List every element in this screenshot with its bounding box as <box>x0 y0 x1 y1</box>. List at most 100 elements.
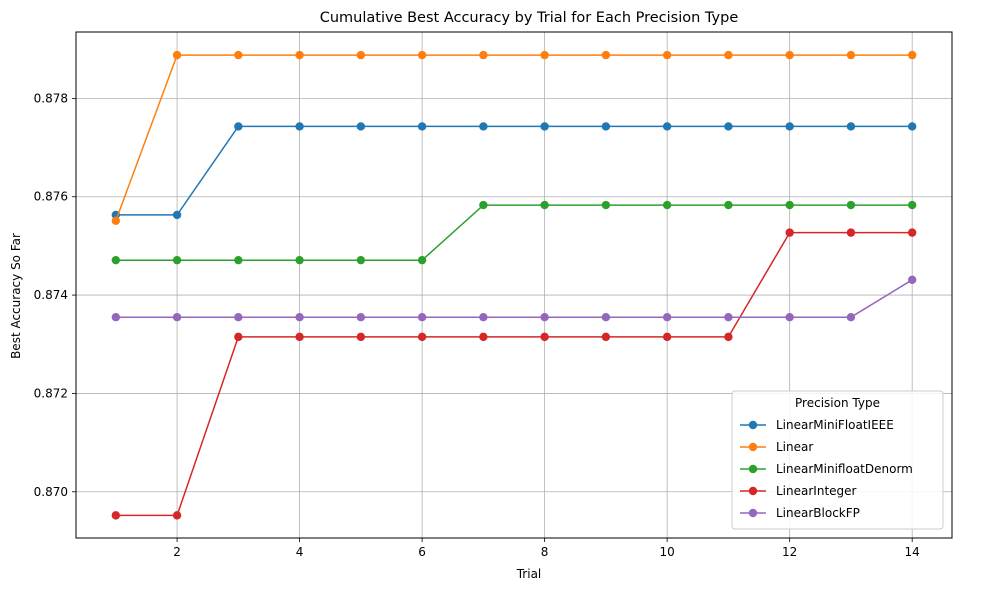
data-point <box>479 50 488 60</box>
x-tick-label: 10 <box>660 545 675 559</box>
y-tick-label: 0.878 <box>34 91 68 105</box>
legend-swatch-marker <box>748 420 758 430</box>
legend-item: LinearMinifloatDenorm <box>740 462 913 476</box>
data-point <box>785 200 794 210</box>
data-point <box>785 313 794 322</box>
x-tick-label: 14 <box>905 545 920 559</box>
data-point <box>785 228 794 237</box>
x-axis-label: Trial <box>516 567 542 581</box>
x-tick-label: 12 <box>782 545 797 559</box>
legend-item: Linear <box>740 440 813 454</box>
legend-item: LinearInteger <box>740 484 857 498</box>
data-point <box>295 313 304 322</box>
legend-swatch-marker <box>748 464 758 474</box>
data-point <box>601 313 611 322</box>
data-point <box>662 200 672 210</box>
data-point <box>417 50 427 60</box>
legend-title: Precision Type <box>795 396 880 410</box>
series-line <box>115 231 913 517</box>
data-point <box>172 210 182 220</box>
axis-ticks: 2 4 6 8 10 12 14 0.870 0.872 0.874 0.876 0.878 <box>34 91 920 559</box>
data-point <box>479 332 488 342</box>
data-point <box>662 332 672 342</box>
legend-swatch-marker <box>748 508 758 518</box>
data-point <box>356 50 366 60</box>
data-point <box>234 332 243 342</box>
data-point <box>479 200 488 210</box>
data-point <box>172 511 182 520</box>
legend-item: LinearBlockFP <box>740 506 860 520</box>
series-LinearMiniFloatIEEE <box>111 122 917 220</box>
data-point <box>662 122 672 131</box>
data-point <box>111 216 121 226</box>
data-point <box>846 200 856 210</box>
data-point <box>724 50 733 60</box>
series-line <box>115 279 913 318</box>
data-point <box>234 50 243 60</box>
data-point <box>417 313 427 322</box>
data-point <box>907 50 917 60</box>
legend-box <box>731 390 944 530</box>
legend-label: LinearMinifloatDenorm <box>776 462 913 476</box>
x-tick-label: 4 <box>296 545 304 559</box>
legend-swatch-marker <box>748 442 758 452</box>
data-point <box>234 255 243 265</box>
data-point <box>662 313 672 322</box>
data-point <box>356 313 366 322</box>
legend-label: Linear <box>776 440 813 454</box>
series-line <box>115 204 913 261</box>
series-LinearBlockFP <box>111 275 917 322</box>
data-point <box>356 332 366 342</box>
data-point <box>907 228 917 237</box>
data-point <box>295 332 304 342</box>
data-point <box>295 50 304 60</box>
y-tick-label: 0.872 <box>34 386 68 400</box>
data-point <box>907 275 917 285</box>
data-point <box>724 332 733 342</box>
data-point <box>785 122 794 131</box>
data-point <box>111 255 121 265</box>
data-point <box>601 332 611 342</box>
legend-label: LinearInteger <box>776 484 857 498</box>
data-point <box>172 313 182 322</box>
series-line <box>115 54 913 222</box>
data-point <box>356 255 366 265</box>
data-point <box>417 122 427 131</box>
x-tick-label: 6 <box>418 545 426 559</box>
data-point <box>172 255 182 265</box>
data-point <box>907 200 917 210</box>
series-LinearMinifloatDenorm <box>111 200 917 265</box>
data-point <box>234 313 243 322</box>
data-point <box>172 50 182 60</box>
series-line <box>115 125 913 216</box>
data-point <box>846 228 856 237</box>
legend: Precision Type LinearMiniFloatIEEE Linear L… <box>731 390 944 530</box>
data-point <box>540 122 549 131</box>
series-LinearInteger <box>111 228 917 520</box>
series-Linear <box>111 50 917 226</box>
data-point <box>601 122 611 131</box>
data-point <box>907 122 917 131</box>
data-point <box>295 122 304 131</box>
data-point <box>417 332 427 342</box>
data-point <box>111 313 121 322</box>
y-tick-label: 0.870 <box>34 485 68 499</box>
chart-title: Cumulative Best Accuracy by Trial for Ea… <box>320 10 739 26</box>
data-point <box>540 200 549 210</box>
data-point <box>724 313 733 322</box>
plot-frame <box>75 31 953 539</box>
series-group <box>111 50 917 520</box>
x-tick-label: 2 <box>173 545 181 559</box>
y-tick-label: 0.874 <box>34 288 68 302</box>
data-point <box>785 50 794 60</box>
data-point <box>356 122 366 131</box>
x-tick-label: 8 <box>541 545 549 559</box>
grid <box>76 32 952 538</box>
data-point <box>295 255 304 265</box>
legend-item: LinearMiniFloatIEEE <box>740 418 894 432</box>
data-point <box>540 332 549 342</box>
data-point <box>846 313 856 322</box>
data-point <box>601 200 611 210</box>
legend-label: LinearBlockFP <box>776 506 860 520</box>
